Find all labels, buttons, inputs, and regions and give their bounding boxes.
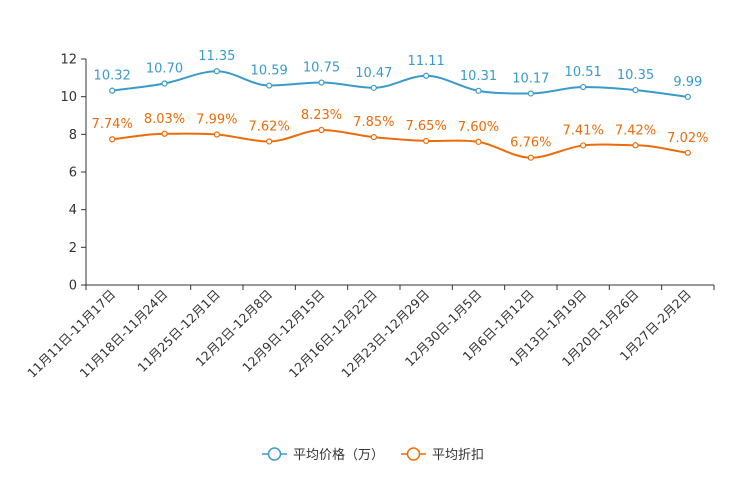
data-point[interactable] — [580, 142, 587, 149]
data-label: 7.42% — [615, 123, 656, 138]
data-point[interactable] — [475, 87, 482, 94]
data-label: 8.23% — [301, 108, 342, 123]
x-tick-label: 12月16日-12月22日 — [286, 287, 380, 381]
data-label: 8.03% — [144, 112, 185, 127]
legend[interactable]: 平均价格（万） 平均折扣 — [262, 447, 484, 463]
data-label: 9.99 — [673, 75, 702, 90]
legend-item-avg-discount[interactable]: 平均折扣 — [401, 447, 484, 463]
y-tick-label: 4 — [69, 203, 77, 218]
data-label: 10.51 — [565, 65, 602, 80]
data-point[interactable] — [213, 131, 220, 138]
data-label: 10.32 — [94, 69, 131, 84]
data-point[interactable] — [580, 83, 587, 91]
data-point[interactable] — [370, 84, 377, 91]
data-point[interactable] — [684, 93, 691, 100]
data-point[interactable] — [161, 130, 168, 137]
data-label: 7.02% — [667, 131, 708, 146]
data-point[interactable] — [161, 80, 168, 87]
data-point[interactable] — [318, 79, 325, 86]
y-tick-label: 0 — [69, 279, 77, 294]
data-label: 11.35 — [198, 49, 235, 64]
data-point[interactable] — [266, 138, 273, 145]
data-label: 11.11 — [408, 54, 445, 69]
data-point[interactable] — [318, 126, 325, 134]
series-avg-discount: 7.74% 8.03% 7.99% 7.62% 8.23% 7.85% 7.65% 7.60%… — [92, 108, 708, 161]
data-label: 10.17 — [512, 71, 549, 86]
data-point[interactable] — [213, 68, 220, 75]
data-label: 10.47 — [355, 66, 392, 81]
data-point[interactable] — [632, 142, 639, 149]
y-tick-label: 6 — [69, 166, 77, 181]
series-avg-price: 10.32 10.70 11.35 10.59 10.75 10.47 11.11 10.31… — [94, 49, 702, 100]
series-layer: 10.32 10.70 11.35 10.59 10.75 10.47 11.11 10.31… — [92, 49, 708, 161]
data-label: 10.35 — [617, 68, 654, 83]
data-point[interactable] — [423, 137, 430, 145]
y-tick-label: 8 — [69, 128, 77, 143]
legend-circle-marker — [267, 447, 282, 461]
data-label: 10.70 — [146, 61, 183, 76]
y-tick-label: 2 — [69, 241, 77, 256]
data-label: 7.74% — [92, 117, 133, 132]
x-axis: 11月11日-11月17日11月18日-11月24日11月25日-12月1日12… — [24, 284, 715, 381]
x-tick-label: 12月23日-12月29日 — [338, 287, 432, 381]
data-label: 7.60% — [458, 120, 499, 135]
data-point[interactable] — [109, 87, 116, 94]
y-axis: 0 2 4 6 8 10 12 — [60, 53, 87, 294]
series-line — [112, 70, 688, 98]
y-tick-label: 12 — [60, 53, 77, 68]
legend-circle-marker — [406, 447, 421, 461]
x-tick-label: 11月11日-11月17日 — [24, 287, 118, 381]
data-point[interactable] — [684, 149, 691, 156]
y-tick-label: 10 — [60, 90, 77, 105]
data-point[interactable] — [109, 136, 116, 143]
data-label: 7.65% — [406, 119, 447, 134]
x-tick-label: 11月18日-11月24日 — [76, 287, 170, 381]
data-label: 7.85% — [353, 115, 394, 130]
data-point[interactable] — [370, 134, 377, 141]
data-point[interactable] — [527, 154, 534, 161]
data-point[interactable] — [527, 90, 534, 97]
legend-item-avg-price[interactable]: 平均价格（万） — [262, 447, 384, 463]
data-label: 10.75 — [303, 61, 340, 76]
data-point[interactable] — [423, 72, 430, 79]
data-label: 7.62% — [249, 119, 290, 134]
legend-label: 平均价格（万） — [293, 447, 384, 463]
data-label: 10.59 — [251, 64, 288, 79]
data-point[interactable] — [475, 138, 482, 145]
series-line — [112, 128, 688, 159]
data-label: 7.41% — [563, 123, 604, 138]
data-point[interactable] — [632, 86, 639, 94]
data-label: 7.99% — [196, 113, 237, 128]
data-point[interactable] — [266, 82, 273, 89]
data-label: 6.76% — [510, 136, 551, 151]
data-label: 10.31 — [460, 69, 497, 84]
legend-label: 平均折扣 — [432, 448, 484, 463]
